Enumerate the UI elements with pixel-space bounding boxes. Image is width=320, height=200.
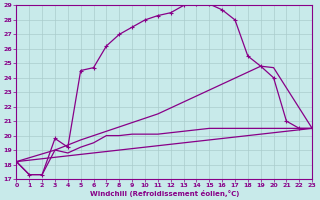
X-axis label: Windchill (Refroidissement éolien,°C): Windchill (Refroidissement éolien,°C) — [90, 190, 239, 197]
